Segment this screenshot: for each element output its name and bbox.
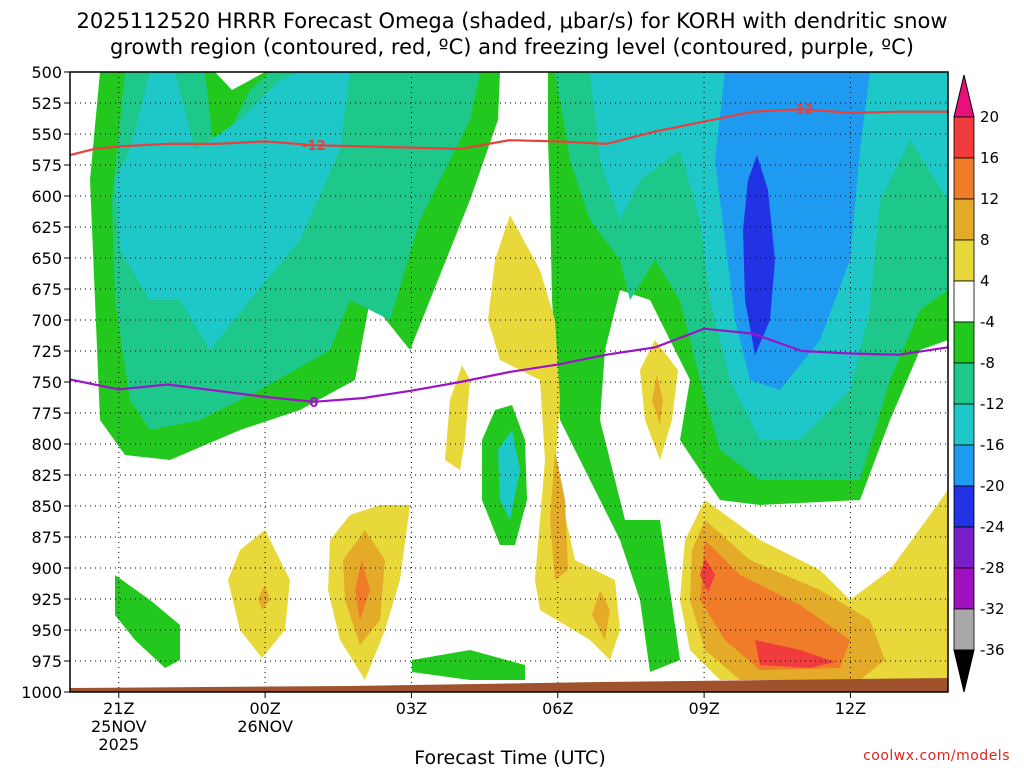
omega-region-green-bottom-left xyxy=(115,575,180,668)
colorbar-swatch xyxy=(953,608,975,651)
terrain-strip xyxy=(70,678,948,692)
y-tick-label: 625 xyxy=(31,218,62,237)
y-tick-label: 925 xyxy=(31,590,62,609)
omega-region-yellow-4 xyxy=(445,365,470,470)
y-tick-label: 675 xyxy=(31,280,62,299)
y-tick-label: 825 xyxy=(31,466,62,485)
contours: -12 -12 0 xyxy=(69,103,949,411)
x-tick-label: 00Z xyxy=(249,699,280,718)
y-tick-label: 800 xyxy=(31,435,62,454)
omega-region-orange-3b xyxy=(592,590,610,640)
y-tick-label: 700 xyxy=(31,311,62,330)
colorbar-swatch xyxy=(953,321,975,364)
colorbar-tick-label: -20 xyxy=(980,477,1005,495)
grid-lines xyxy=(70,72,948,692)
colorbar-tick-label: 8 xyxy=(980,231,990,249)
colorbar-tick-label: -24 xyxy=(980,518,1005,536)
colorbar-swatch xyxy=(953,157,975,200)
x-tick-label: 03Z xyxy=(396,699,427,718)
colorbar-swatch xyxy=(953,526,975,569)
colorbar-tick-label: -32 xyxy=(980,600,1005,618)
colorbar-swatch xyxy=(953,567,975,610)
credit-text: coolwx.com/models xyxy=(863,748,1010,764)
colorbar-swatch xyxy=(953,485,975,528)
omega-region-yellow-1 xyxy=(228,530,290,658)
y-tick-label: 525 xyxy=(31,94,62,113)
y-tick-label: 1000 xyxy=(21,683,62,702)
colorbar-tick-label: -36 xyxy=(980,641,1005,659)
dendritic-contour-label: -12 xyxy=(790,103,814,118)
omega-region-orange-6 xyxy=(700,540,850,670)
colorbar-swatch xyxy=(953,444,975,487)
colorbar-swatch xyxy=(953,198,975,241)
colorbar-tick-label: -28 xyxy=(980,559,1005,577)
colorbar-tick-label: 16 xyxy=(980,149,999,167)
colorbar-swatch-bottom xyxy=(953,649,975,693)
colorbar-tick-label: -8 xyxy=(980,354,995,372)
y-tick-label: 950 xyxy=(31,621,62,640)
y-tick-label: 600 xyxy=(31,187,62,206)
omega-region-orange-3 xyxy=(550,450,568,580)
y-tick-label: 975 xyxy=(31,652,62,671)
omega-shading xyxy=(90,72,948,680)
omega-region-orange-1 xyxy=(258,585,270,610)
colorbar-swatch xyxy=(953,116,975,159)
x-tick-date: 25NOV xyxy=(91,717,147,736)
x-tick-label: 09Z xyxy=(688,699,719,718)
omega-region-darkorange-2 xyxy=(355,560,370,620)
x-tick-label: 21Z xyxy=(103,699,134,718)
chart-title-line-1: 2025112520 HRRR Forecast Omega (shaded, … xyxy=(76,9,947,33)
omega-region-darkblue xyxy=(743,155,775,355)
colorbar-tick-label: 12 xyxy=(980,190,999,208)
colorbar-tick-label: 4 xyxy=(980,272,990,290)
x-tick-year: 2025 xyxy=(98,735,139,754)
colorbar: 20 16 12 8 4 -4 -8 -12 -16 -20 -24 -28 -32 -36 xyxy=(953,74,1005,693)
y-axis: 500 525 550 575 600 625 650 675 700 725 750 775 800 8… xyxy=(21,63,70,702)
y-tick-label: 650 xyxy=(31,249,62,268)
y-tick-label: 725 xyxy=(31,342,62,361)
colorbar-tick-label: -16 xyxy=(980,436,1005,454)
y-tick-label: 500 xyxy=(31,63,62,82)
colorbar-tick-label: -4 xyxy=(980,313,995,331)
dendritic-contour-label: -12 xyxy=(302,139,326,154)
y-tick-label: 550 xyxy=(31,125,62,144)
x-tick-label: 12Z xyxy=(835,699,866,718)
freezing-contour-line xyxy=(69,327,949,403)
y-tick-label: 575 xyxy=(31,156,62,175)
freezing-contour-label: 0 xyxy=(309,396,318,411)
y-tick-label: 775 xyxy=(31,404,62,423)
omega-region-yellow-3 xyxy=(488,215,620,660)
y-tick-label: 875 xyxy=(31,528,62,547)
omega-region-red-6 xyxy=(700,558,715,592)
x-axis-label: Forecast Time (UTC) xyxy=(414,747,605,768)
plot-area: -12 -12 0 xyxy=(69,71,949,693)
omega-region-teal-mid xyxy=(498,430,520,520)
y-tick-label: 900 xyxy=(31,559,62,578)
colorbar-swatch xyxy=(953,239,975,282)
colorbar-tick-label: 20 xyxy=(980,108,999,126)
x-tick-label: 06Z xyxy=(542,699,573,718)
colorbar-swatch-top xyxy=(953,74,975,118)
chart-title-line-2: growth region (contoured, red, ºC) and f… xyxy=(110,35,914,59)
x-tick-date: 26NOV xyxy=(237,717,293,736)
omega-region-green-bottom xyxy=(412,650,525,680)
dendritic-contour-line xyxy=(69,108,948,157)
y-tick-label: 850 xyxy=(31,497,62,516)
colorbar-swatch xyxy=(953,280,975,323)
colorbar-swatch xyxy=(953,362,975,405)
colorbar-swatch xyxy=(953,403,975,446)
colorbar-tick-label: -12 xyxy=(980,395,1005,413)
y-tick-label: 750 xyxy=(31,373,62,392)
omega-region-cyan-left xyxy=(115,72,350,350)
